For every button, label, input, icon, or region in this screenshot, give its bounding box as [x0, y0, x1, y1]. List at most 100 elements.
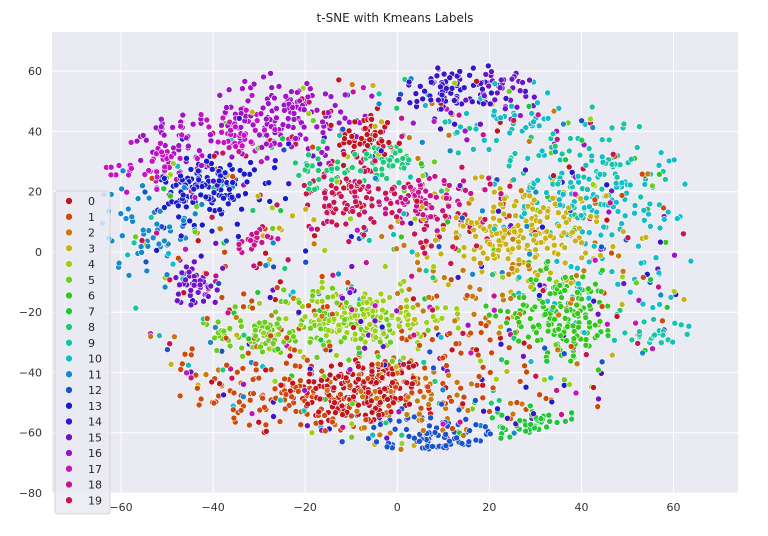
scatter-point — [657, 149, 665, 156]
scatter-point — [331, 399, 338, 406]
scatter-point — [600, 223, 608, 231]
scatter-point — [315, 408, 323, 416]
legend-marker — [65, 244, 73, 253]
scatter-point — [557, 303, 565, 310]
scatter-point — [593, 332, 601, 339]
scatter-point — [516, 87, 524, 94]
scatter-point — [360, 424, 368, 432]
scatter-point — [562, 417, 569, 425]
scatter-point — [560, 376, 568, 384]
scatter-point — [255, 319, 263, 327]
scatter-point — [505, 88, 513, 95]
scatter-point — [371, 317, 379, 325]
scatter-point — [393, 213, 400, 221]
scatter-point — [223, 104, 230, 111]
scatter-point — [241, 78, 249, 85]
scatter-point — [669, 338, 677, 346]
scatter-point — [434, 64, 442, 72]
scatter-point — [526, 402, 534, 410]
scatter-point — [260, 73, 267, 81]
scatter-point — [107, 163, 115, 171]
scatter-point — [399, 155, 407, 162]
scatter-point — [479, 381, 487, 389]
scatter-point — [478, 173, 486, 181]
scatter-point — [490, 214, 497, 222]
scatter-point — [501, 226, 509, 234]
scatter-point — [188, 351, 195, 359]
scatter-point — [342, 220, 350, 228]
scatter-point — [257, 343, 264, 351]
scatter-point — [247, 159, 254, 166]
scatter-point — [508, 102, 515, 110]
scatter-point — [546, 290, 554, 298]
scatter-point — [515, 238, 522, 246]
scatter-point — [384, 119, 391, 126]
scatter-point — [395, 140, 403, 147]
scatter-point — [515, 256, 523, 264]
scatter-point — [179, 360, 186, 368]
scatter-point — [619, 267, 627, 275]
scatter-point — [262, 249, 269, 257]
legend-label: 6 — [88, 290, 95, 303]
scatter-point — [227, 365, 234, 373]
scatter-point — [394, 290, 401, 297]
scatter-point — [446, 330, 454, 337]
scatter-point — [276, 278, 284, 286]
scatter-point — [645, 210, 652, 218]
scatter-point — [368, 397, 375, 405]
scatter-point — [133, 137, 141, 145]
scatter-point — [279, 135, 286, 142]
scatter-point — [416, 388, 424, 395]
scatter-point — [335, 76, 343, 84]
scatter-point — [479, 394, 487, 402]
scatter-point — [429, 313, 437, 320]
scatter-point — [349, 88, 357, 96]
scatter-point — [319, 118, 326, 126]
scatter-point — [228, 153, 236, 161]
scatter-point — [544, 327, 552, 335]
scatter-point — [532, 246, 539, 253]
scatter-point — [543, 357, 551, 365]
scatter-point — [291, 346, 298, 354]
scatter-point — [197, 111, 205, 118]
scatter-point — [597, 231, 605, 239]
scatter-point — [297, 421, 305, 429]
scatter-point — [551, 315, 558, 323]
scatter-point — [361, 338, 369, 346]
scatter-point — [356, 178, 363, 186]
scatter-point — [243, 178, 251, 186]
scatter-point — [585, 319, 593, 326]
legend-label: 18 — [88, 479, 102, 492]
scatter-point — [640, 207, 648, 214]
scatter-point — [400, 242, 408, 249]
scatter-point — [161, 283, 169, 291]
scatter-point — [527, 276, 535, 283]
x-axis-ticks: −60 −40 −20 0 20 40 60 — [109, 501, 680, 514]
scatter-point — [532, 372, 540, 380]
scatter-point — [554, 346, 562, 354]
scatter-point — [590, 384, 597, 391]
scatter-point — [363, 131, 371, 138]
scatter-point — [443, 194, 450, 202]
scatter-point — [547, 374, 555, 382]
scatter-point — [620, 280, 628, 287]
scatter-point — [377, 314, 385, 321]
scatter-point — [420, 226, 428, 233]
scatter-point — [618, 179, 626, 187]
scatter-point — [395, 417, 403, 425]
scatter-point — [509, 245, 516, 253]
scatter-point — [641, 181, 649, 188]
scatter-point — [608, 187, 615, 195]
scatter-point — [598, 153, 606, 161]
scatter-point — [372, 334, 380, 341]
scatter-point — [239, 352, 246, 360]
scatter-point — [272, 308, 279, 316]
scatter-point — [322, 194, 329, 202]
scatter-point — [161, 175, 168, 182]
scatter-point — [149, 234, 157, 242]
scatter-point — [304, 422, 311, 430]
scatter-point — [529, 323, 537, 331]
scatter-point — [442, 442, 450, 450]
legend-marker — [65, 401, 73, 410]
scatter-point — [319, 129, 327, 136]
